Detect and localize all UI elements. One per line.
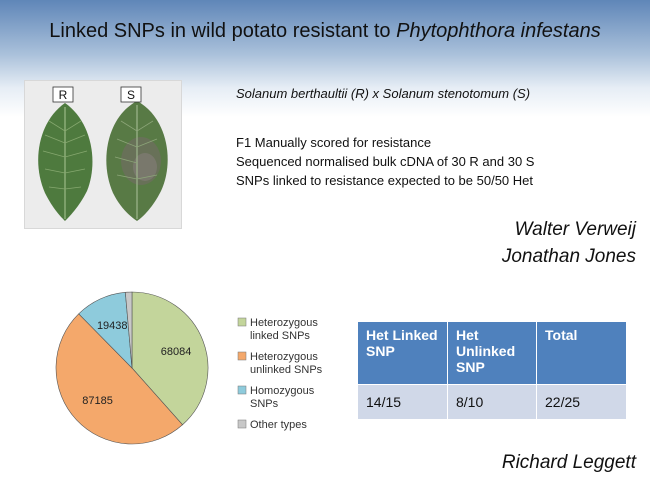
table-row: 14/15 8/10 22/25 [357,384,627,420]
header-total: Total [536,321,627,385]
legend-label-2-1: SNPs [250,398,279,410]
pie-slice-0 [131,291,209,426]
legend-swatch-1 [237,351,247,361]
legend-label-1-1: unlinked SNPs [250,364,323,376]
susceptible-leaf [106,101,168,221]
cell-het-linked: 14/15 [357,384,448,420]
table-header-row: Het Linked SNP Het Unlinked SNP Total [357,321,627,385]
cell-het-unlinked: 8/10 [447,384,537,420]
slide-title: Linked SNPs in wild potato resistant to … [0,20,650,43]
legend-label-2-0: Homozygous [250,385,315,397]
author-1: Walter Verweij [514,219,636,240]
title-species: Phytophthora infestans [396,20,601,42]
header-het-unlinked: Het Unlinked SNP [447,321,537,385]
note-line-1: F1 Manually scored for resistance [236,135,432,150]
title-text: Linked SNPs in wild potato resistant to [49,20,397,42]
cross-description: Solanum berthaultii (R) x Solanum stenot… [236,86,531,101]
notes-block: F1 Manually scored for resistance Sequen… [236,133,534,190]
pie-value-label-3: 2481 [122,290,146,292]
snp-table: Het Linked SNP Het Unlinked SNP Total 14/15… [357,321,627,420]
author-3: Richard Leggett [501,452,636,473]
note-line-2: Sequenced normalised bulk cDNA of 30 R a… [236,154,535,169]
resistant-leaf [38,103,93,221]
legend-label-3-0: Other types [250,419,307,431]
note-line-3: SNPs linked to resistance expected to be… [236,173,534,188]
pie-chart: 6808487185194382481Heterozygouslinked SN… [42,290,342,450]
photo-label-r: R [59,88,68,102]
pie-slice-3 [124,291,133,369]
photo-label-s: S [127,88,135,102]
legend-label-0-0: Heterozygous [250,317,318,329]
cell-total: 22/25 [536,384,627,420]
legend-swatch-0 [237,317,247,327]
legend-swatch-3 [237,419,247,429]
pie-value-label-0: 68084 [161,346,192,358]
legend-label-1-0: Heterozygous [250,351,318,363]
pie-value-label-2: 19438 [97,320,128,332]
header-het-linked: Het Linked SNP [357,321,448,385]
leaf-photo: R S [24,80,182,229]
pie-slice-1 [55,313,183,445]
author-2: Jonathan Jones [501,246,636,267]
legend-label-0-1: linked SNPs [250,330,310,342]
legend-swatch-2 [237,385,247,395]
pie-value-label-1: 87185 [82,395,113,407]
